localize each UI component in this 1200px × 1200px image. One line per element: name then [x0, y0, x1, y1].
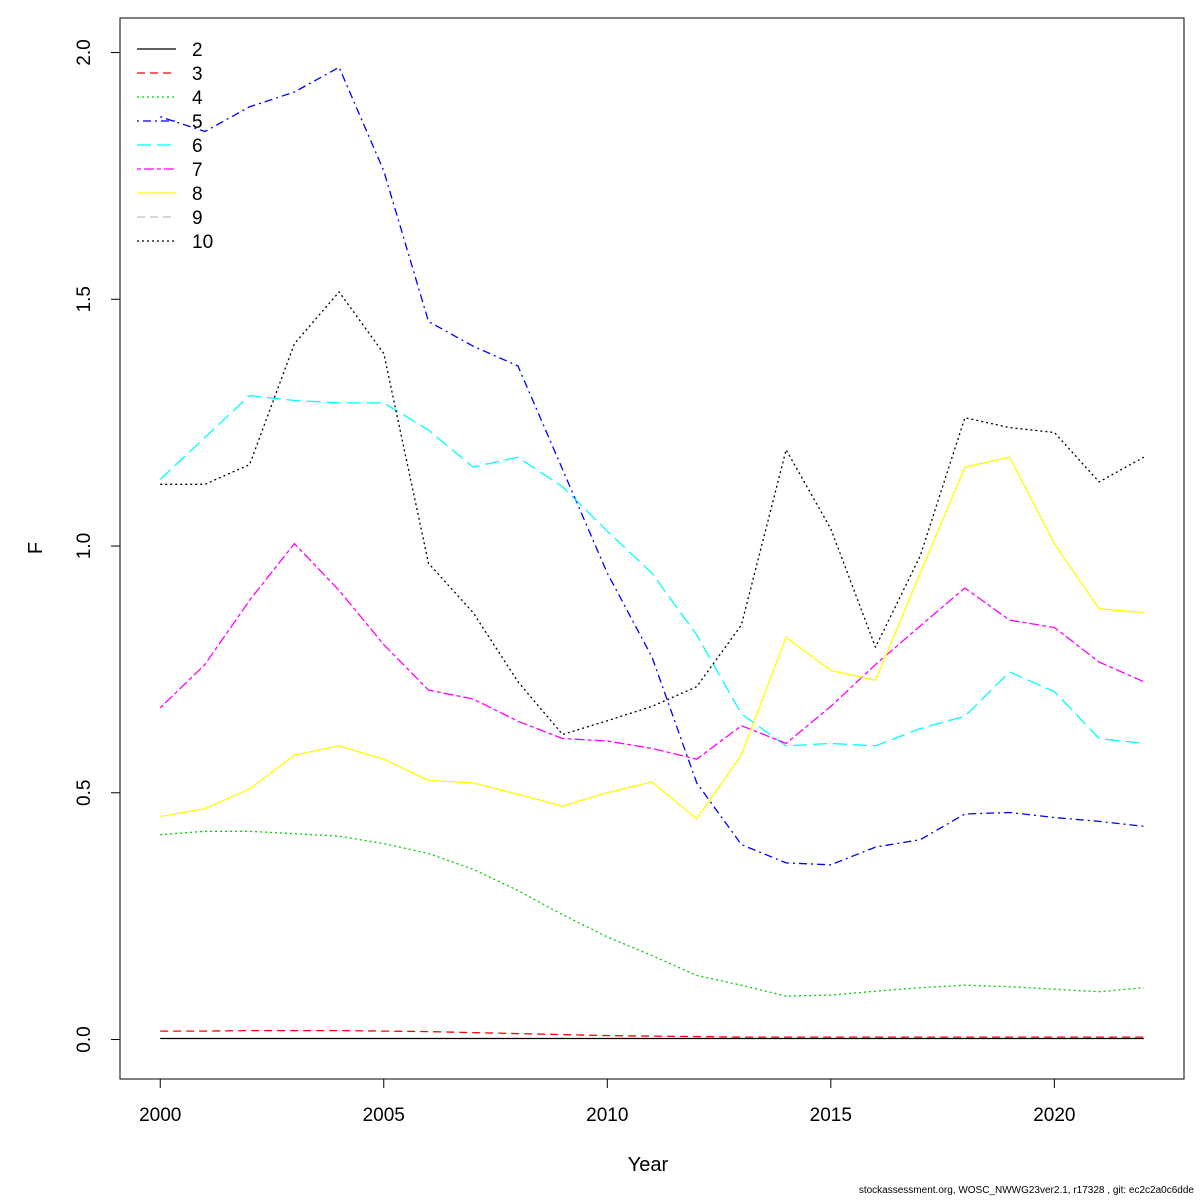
x-tick-label: 2020	[1033, 1105, 1075, 1126]
y-tick-label: 0.0	[74, 1026, 95, 1052]
legend-label-4: 4	[192, 88, 203, 109]
y-tick-label: 1.0	[74, 533, 95, 559]
y-tick-label: 2.0	[74, 39, 95, 65]
legend-label-8: 8	[192, 184, 203, 205]
legend-label-5: 5	[192, 112, 203, 133]
series-line-3	[160, 1029, 1144, 1038]
x-tick-label: 2015	[810, 1105, 852, 1126]
legend-label-6: 6	[192, 136, 203, 157]
series-line-7	[159, 542, 1145, 760]
y-tick-label: 0.5	[74, 780, 95, 806]
series-line-4	[160, 830, 1144, 997]
y-axis: 0.0 0.5 1.0 1.5 2.0	[74, 39, 121, 1053]
x-axis: 2000 2005 2010 2015 2020	[139, 1078, 1075, 1126]
x-tick-label: 2000	[139, 1105, 181, 1126]
x-tick-label: 2010	[586, 1105, 628, 1126]
legend-label-2: 2	[192, 40, 203, 61]
series-line-6	[159, 394, 1144, 747]
legend-label-7: 7	[192, 160, 203, 181]
legend-label-9: 9	[192, 208, 203, 229]
y-axis-label: F	[25, 542, 47, 554]
series-line-8	[160, 456, 1144, 820]
legend: 2 3 4 5 6 7 8 9 10	[137, 40, 213, 253]
legend-label-3: 3	[192, 64, 203, 85]
x-axis-label: Year	[628, 1154, 669, 1176]
footer-credit: stockassessment.org, WOSC_NWWG23ver2.1, …	[858, 1185, 1194, 1196]
legend-label-10: 10	[192, 232, 213, 253]
x-tick-label: 2005	[363, 1105, 405, 1126]
series-layer	[159, 66, 1145, 1040]
y-tick-label: 1.5	[74, 286, 95, 312]
